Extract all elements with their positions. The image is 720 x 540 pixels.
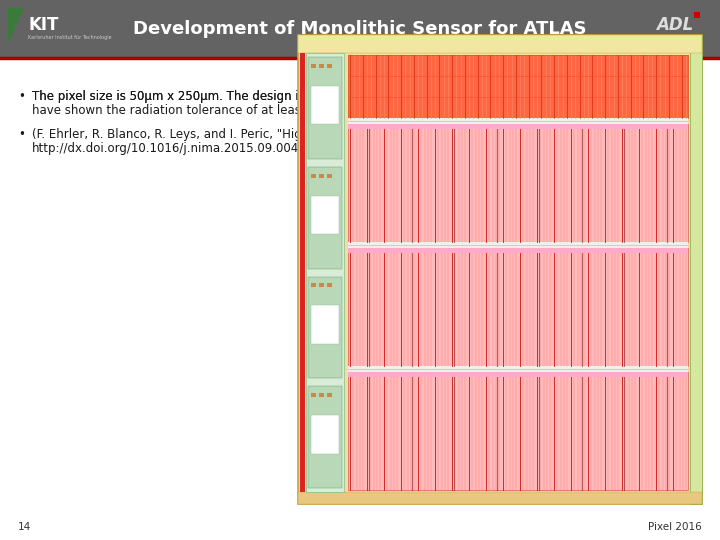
Text: - on smaller prototypes in H35 we: - on smaller prototypes in H35 we [392, 90, 597, 103]
Bar [348, 248, 688, 253]
Bar [300, 53, 305, 492]
Bar [319, 393, 324, 397]
Text: •: • [18, 128, 25, 141]
Bar [308, 386, 342, 488]
Bar [311, 64, 316, 68]
Bar [694, 12, 700, 18]
Bar [348, 366, 688, 372]
Bar [348, 248, 688, 366]
Bar [311, 393, 316, 397]
Text: KIT: KIT [28, 16, 58, 34]
Bar [311, 306, 339, 344]
Bar [348, 372, 688, 490]
Bar [311, 174, 316, 178]
Bar [348, 124, 688, 242]
Bar [348, 242, 688, 248]
Text: radiation hard: radiation hard [309, 90, 392, 103]
Bar [327, 64, 332, 68]
Bar [327, 174, 332, 178]
Text: The pixel size is 50μm x 250μm. The design is: The pixel size is 50μm x 250μm. The desi… [32, 90, 309, 103]
Text: http://dx.doi.org/10.1016/j.nima.2015.09.004): http://dx.doi.org/10.1016/j.nima.2015.09… [32, 142, 304, 155]
Text: The pixel size is 50μm x 250μm. The design is: The pixel size is 50μm x 250μm. The desi… [32, 90, 309, 103]
Text: •: • [18, 90, 25, 103]
Text: (F. Ehrler, R. Blanco, R. Leys, and I. Peric, "High-voltage cmos detectors,": (F. Ehrler, R. Blanco, R. Leys, and I. P… [32, 128, 462, 141]
Text: radiation hard: radiation hard [309, 90, 392, 103]
Bar [311, 195, 339, 234]
Bar [319, 284, 324, 287]
Bar [348, 118, 688, 124]
Bar [319, 174, 324, 178]
Bar [690, 35, 702, 504]
Bar [348, 55, 688, 118]
Bar [311, 284, 316, 287]
Bar [319, 64, 324, 68]
Text: ADL: ADL [656, 16, 693, 34]
Bar [327, 284, 332, 287]
Bar [306, 53, 344, 492]
Bar [348, 372, 688, 377]
Bar [311, 415, 339, 454]
Text: Development of Monolithic Sensor for ATLAS: Development of Monolithic Sensor for ATL… [133, 20, 587, 38]
Bar [311, 86, 339, 124]
Text: Karlsruher Institut für Technologie: Karlsruher Institut für Technologie [28, 36, 112, 40]
Text: have shown the radiation tolerance of at least to 100MRad.: have shown the radiation tolerance of at… [32, 104, 384, 117]
Bar [308, 276, 342, 378]
Polygon shape [8, 8, 24, 44]
Bar [298, 35, 702, 504]
Bar [298, 492, 702, 504]
Bar [0, 0, 720, 58]
Text: Pixel 2016: Pixel 2016 [648, 522, 702, 532]
Bar [308, 57, 342, 159]
Bar [308, 167, 342, 268]
Bar [348, 124, 688, 129]
Bar [327, 393, 332, 397]
Bar [298, 35, 702, 53]
Text: 14: 14 [18, 522, 31, 532]
